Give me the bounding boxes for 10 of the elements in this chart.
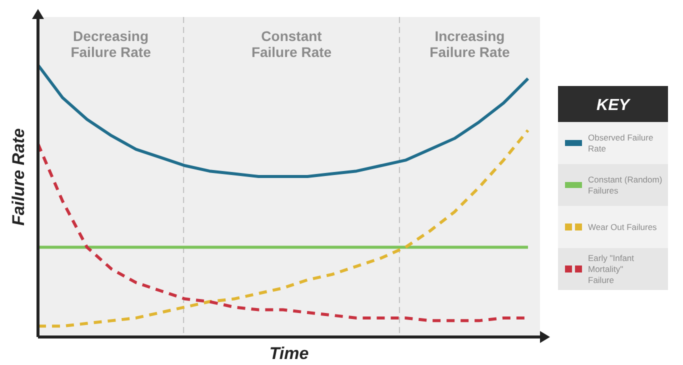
legend-label: Observed Failure Rate: [588, 132, 654, 154]
text: Decreasing Failure Rate: [70, 28, 152, 60]
legend-label: Wear Out Failures: [588, 222, 657, 232]
y-axis-title: Failure Rate: [9, 128, 28, 226]
text: Increasing Failure Rate: [430, 28, 510, 60]
x-axis-title: Time: [269, 344, 309, 363]
text: Constant Failure Rate: [251, 28, 332, 60]
legend-label: Constant (Random) Failures: [588, 174, 662, 196]
legend-title: KEY: [596, 97, 631, 114]
legend-label: Early "Infant Mortality" Failure: [588, 253, 635, 285]
